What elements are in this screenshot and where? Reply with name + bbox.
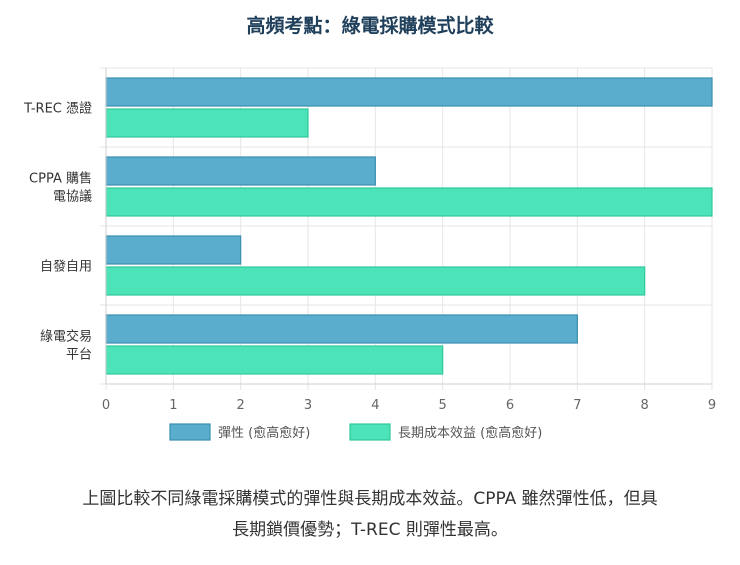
- bar-series-2-cat-4: [105, 345, 444, 375]
- bar-series-1-cat-1: [105, 77, 713, 107]
- legend-label-2: 長期成本效益 (愈高愈好): [398, 425, 542, 441]
- x-tick-label: 7: [573, 398, 581, 413]
- x-tick-label: 8: [641, 398, 649, 413]
- y-category-label: CPPA 購售: [29, 171, 92, 187]
- legend-swatch-2: [349, 423, 391, 441]
- bars-layer: [105, 77, 713, 375]
- legend: 彈性 (愈高愈好) 長期成本效益 (愈高愈好): [169, 423, 542, 441]
- caption-line-2: 長期鎖價優勢；T-REC 則彈性最高。: [232, 520, 508, 540]
- x-tick-label: 6: [506, 398, 514, 413]
- y-category-label: T-REC 憑證: [23, 101, 92, 117]
- legend-label-1: 彈性 (愈高愈好): [218, 425, 310, 441]
- bar-series-2-cat-1: [105, 108, 309, 138]
- x-tick-label: 0: [102, 398, 110, 413]
- x-tick-label: 2: [237, 398, 245, 413]
- caption-line-1: 上圖比較不同綠電採購模式的彈性與長期成本效益。CPPA 雖然彈性低，但具: [82, 489, 658, 509]
- bar-series-1-cat-4: [105, 314, 578, 344]
- legend-swatch-1: [169, 423, 211, 441]
- bar-series-1-cat-3: [105, 235, 242, 265]
- chart-caption: 上圖比較不同綠電採購模式的彈性與長期成本效益。CPPA 雖然彈性低，但具 長期鎖…: [0, 484, 740, 546]
- x-tick-label: 9: [708, 398, 716, 413]
- x-tick-label: 4: [371, 398, 379, 413]
- x-tick-label: 1: [169, 398, 177, 413]
- y-category-label: 電協議: [53, 190, 92, 205]
- y-category-label: 平台: [66, 348, 92, 363]
- x-tick-label: 3: [304, 398, 312, 413]
- bar-series-2-cat-2: [105, 187, 713, 217]
- x-tick-label: 5: [439, 398, 447, 413]
- chart-title: 高頻考點：綠電採購模式比較: [246, 15, 494, 37]
- bar-series-1-cat-2: [105, 156, 376, 186]
- y-category-label: 綠電交易: [40, 329, 92, 345]
- bar-series-2-cat-3: [105, 266, 646, 296]
- y-category-label: 自發自用: [40, 260, 92, 275]
